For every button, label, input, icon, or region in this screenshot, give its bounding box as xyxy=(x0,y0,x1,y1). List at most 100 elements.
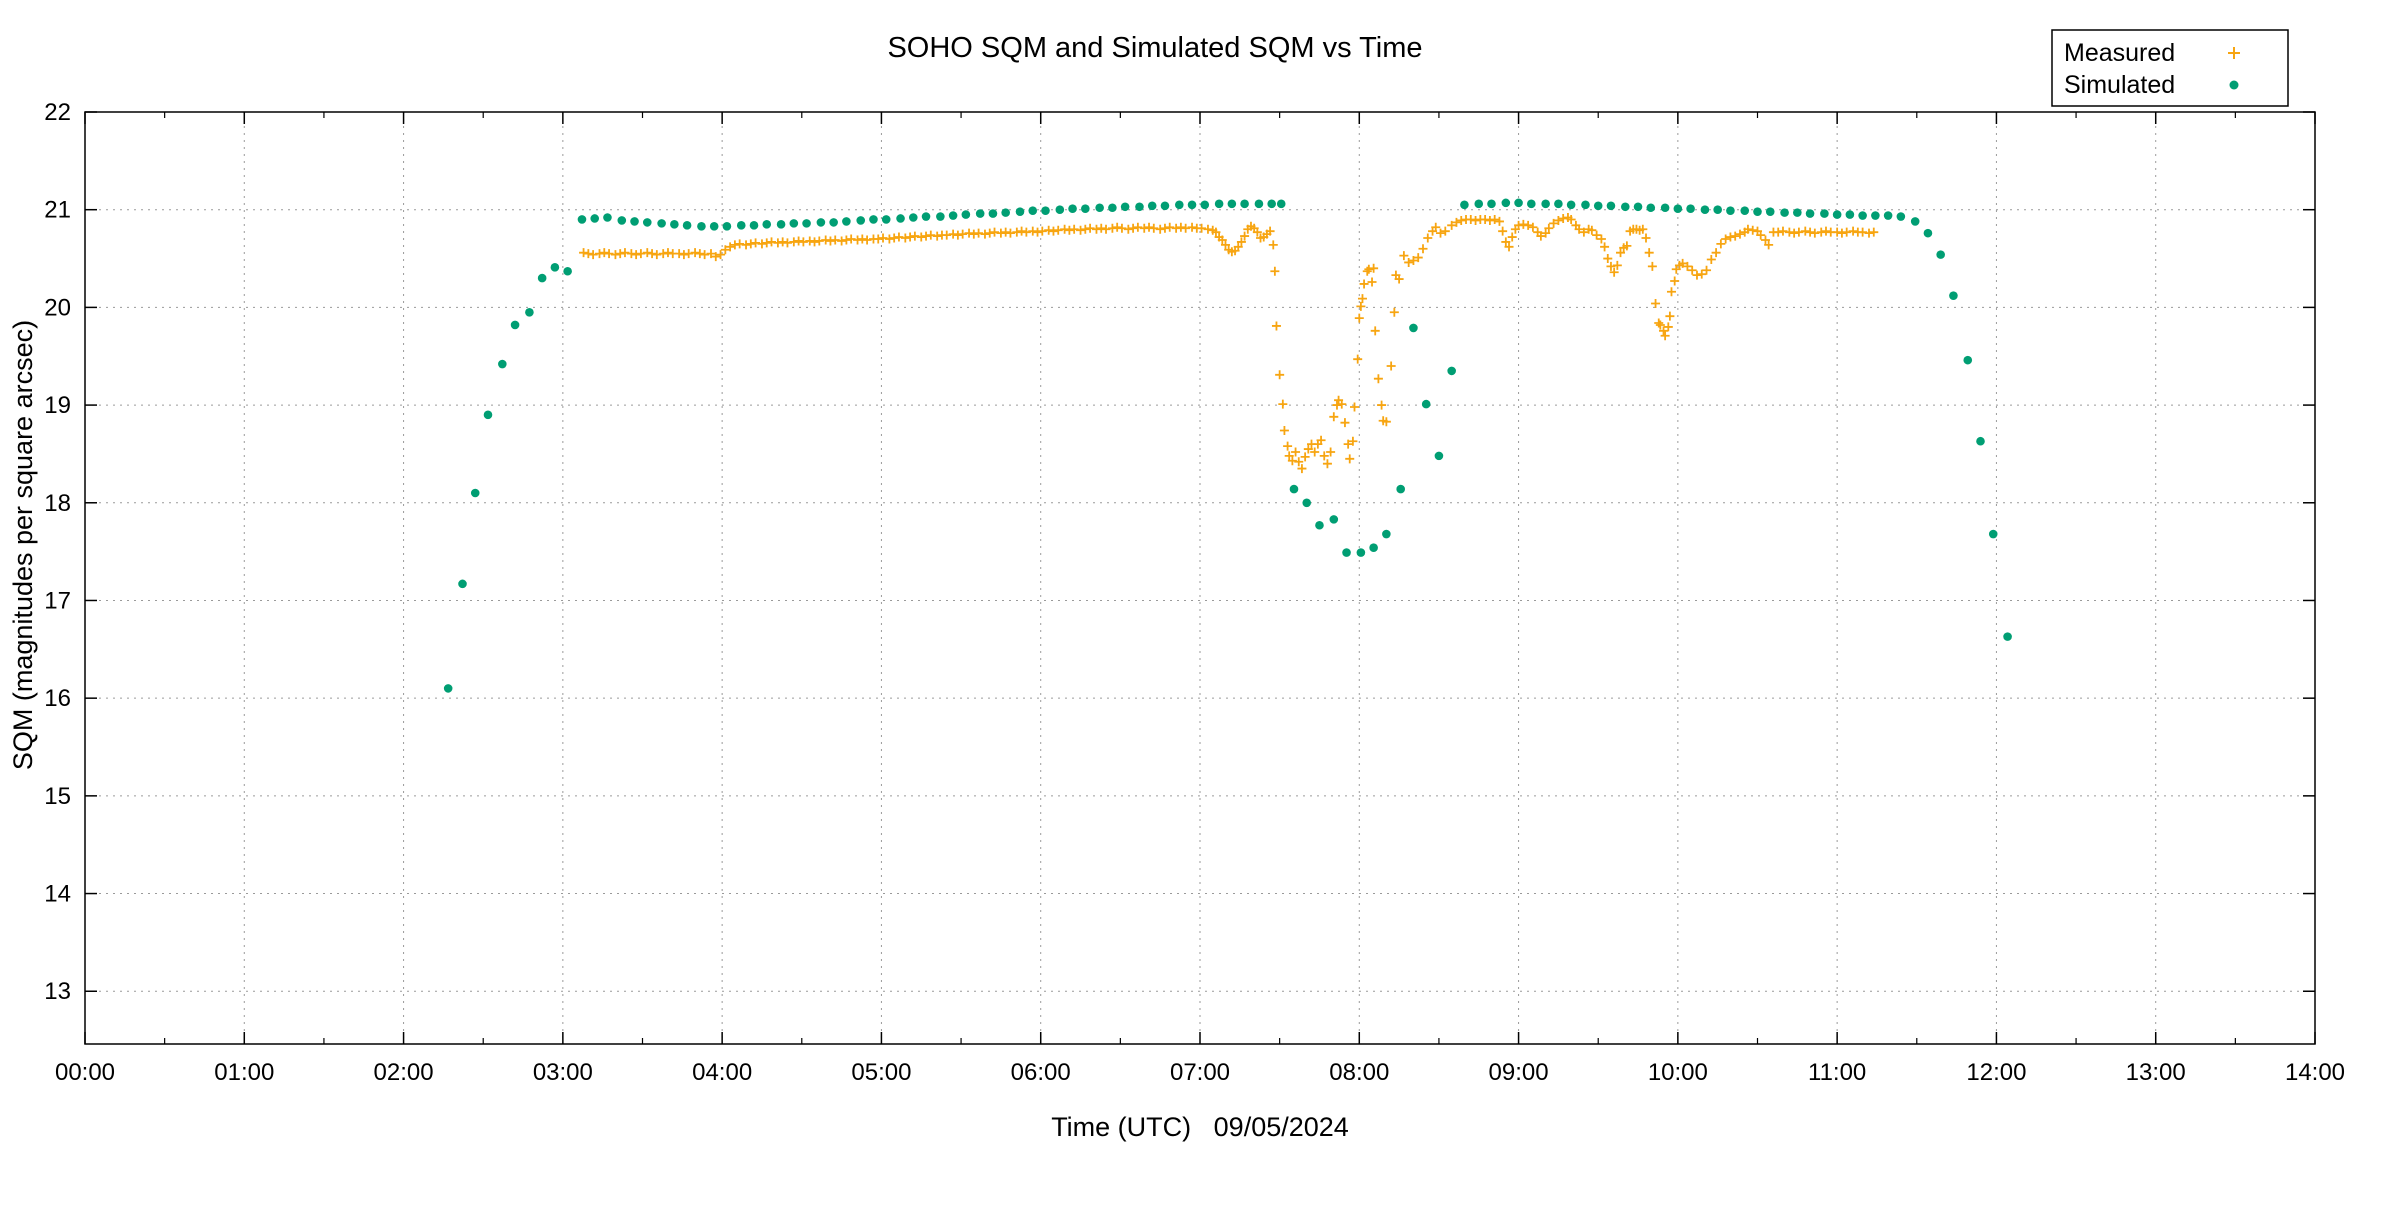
simulated-point xyxy=(1593,201,1603,211)
measured-point xyxy=(1784,227,1794,237)
measured-point xyxy=(926,230,936,240)
legend-label-measured: Measured xyxy=(2064,39,2175,67)
simulated-point xyxy=(1174,200,1184,210)
measured-point xyxy=(1404,257,1414,267)
measured-point xyxy=(720,245,730,255)
measured-point xyxy=(725,242,735,252)
measured-point xyxy=(1133,222,1143,232)
measured-point xyxy=(974,228,984,238)
simulated-point xyxy=(1936,250,1945,259)
simulated-point xyxy=(1254,199,1264,209)
simulated-point xyxy=(1660,203,1670,213)
simulated-point xyxy=(1409,323,1418,333)
simulated-point xyxy=(1421,399,1431,409)
simulated-point xyxy=(1001,208,1010,217)
simulated-point xyxy=(1554,199,1563,209)
simulated-point xyxy=(563,266,572,276)
measured-point xyxy=(1359,279,1369,289)
measured-point xyxy=(1490,214,1500,224)
measured-point xyxy=(1233,242,1243,252)
measured-point xyxy=(757,239,767,249)
measured-point xyxy=(1663,322,1673,332)
simulated-point xyxy=(1883,211,1893,220)
simulated-point xyxy=(1447,366,1456,376)
measured-point xyxy=(1864,228,1874,238)
measured-point xyxy=(958,229,968,239)
measured-point xyxy=(674,249,684,259)
measured-point xyxy=(1773,227,1783,237)
measured-point xyxy=(1805,227,1815,237)
measured-point xyxy=(900,233,910,243)
measured-point xyxy=(1270,266,1280,276)
x-tick-label: 09:00 xyxy=(1489,1059,1549,1086)
measured-point xyxy=(1666,287,1676,297)
measured-point xyxy=(579,248,589,258)
measured-point xyxy=(1053,225,1063,235)
measured-point xyxy=(583,249,593,259)
measured-point xyxy=(695,249,705,259)
measured-point xyxy=(700,250,710,260)
measured-point xyxy=(1553,215,1563,225)
measured-point xyxy=(794,236,804,246)
measured-point xyxy=(825,236,835,246)
measured-point xyxy=(1638,224,1648,234)
simulated-point xyxy=(1581,200,1590,210)
measured-point xyxy=(1367,277,1377,287)
measured-point xyxy=(1558,213,1568,223)
measured-point xyxy=(1800,226,1810,236)
measured-point xyxy=(1466,214,1476,224)
measured-point xyxy=(1171,223,1181,233)
simulated-point xyxy=(1460,200,1469,210)
simulated-point xyxy=(961,210,971,219)
measured-point xyxy=(1080,224,1090,234)
simulated-point xyxy=(1120,202,1130,212)
simulated-point xyxy=(988,209,998,218)
measured-point xyxy=(789,237,799,247)
measured-point xyxy=(1659,326,1669,336)
measured-point xyxy=(1005,228,1015,238)
measured-point xyxy=(684,249,694,259)
simulated-point xyxy=(856,216,866,225)
measured-point xyxy=(746,239,756,249)
measured-point xyxy=(884,234,894,244)
simulated-point xyxy=(881,215,891,224)
simulated-point xyxy=(842,217,851,226)
measured-point xyxy=(663,248,673,258)
measured-point xyxy=(1316,435,1326,445)
measured-point xyxy=(857,234,867,244)
measured-point xyxy=(1220,240,1230,250)
measured-point xyxy=(1810,228,1820,238)
measured-point xyxy=(1692,270,1702,280)
x-tick-label: 12:00 xyxy=(1966,1059,2026,1086)
measured-point xyxy=(985,228,995,238)
measured-point xyxy=(1456,215,1466,225)
measured-point xyxy=(905,232,915,242)
measured-point xyxy=(1028,226,1038,236)
legend-marker-dot-icon xyxy=(2229,80,2239,90)
simulated-point xyxy=(577,215,587,224)
simulated-point xyxy=(709,222,719,231)
simulated-point xyxy=(762,220,772,229)
measured-point xyxy=(658,249,668,259)
simulated-point xyxy=(657,219,666,228)
x-tick-label: 04:00 xyxy=(692,1059,752,1086)
measured-point xyxy=(1566,214,1576,224)
simulated-point xyxy=(1686,204,1695,214)
measured-point xyxy=(1303,444,1313,454)
y-tick-label: 22 xyxy=(44,99,71,126)
measured-point xyxy=(1816,227,1826,237)
measured-point xyxy=(1107,223,1117,233)
measured-point xyxy=(1060,224,1070,234)
measured-point xyxy=(1408,255,1418,265)
simulated-point xyxy=(1793,208,1802,217)
simulated-series xyxy=(443,198,2012,693)
measured-point xyxy=(1353,354,1363,364)
measured-point xyxy=(1386,361,1396,371)
simulated-point xyxy=(458,579,467,589)
x-tick-label: 08:00 xyxy=(1329,1059,1389,1086)
simulated-point xyxy=(443,684,453,693)
simulated-point xyxy=(1896,212,1906,221)
measured-point xyxy=(679,250,689,260)
measured-point xyxy=(910,231,920,241)
measured-point xyxy=(604,249,614,259)
